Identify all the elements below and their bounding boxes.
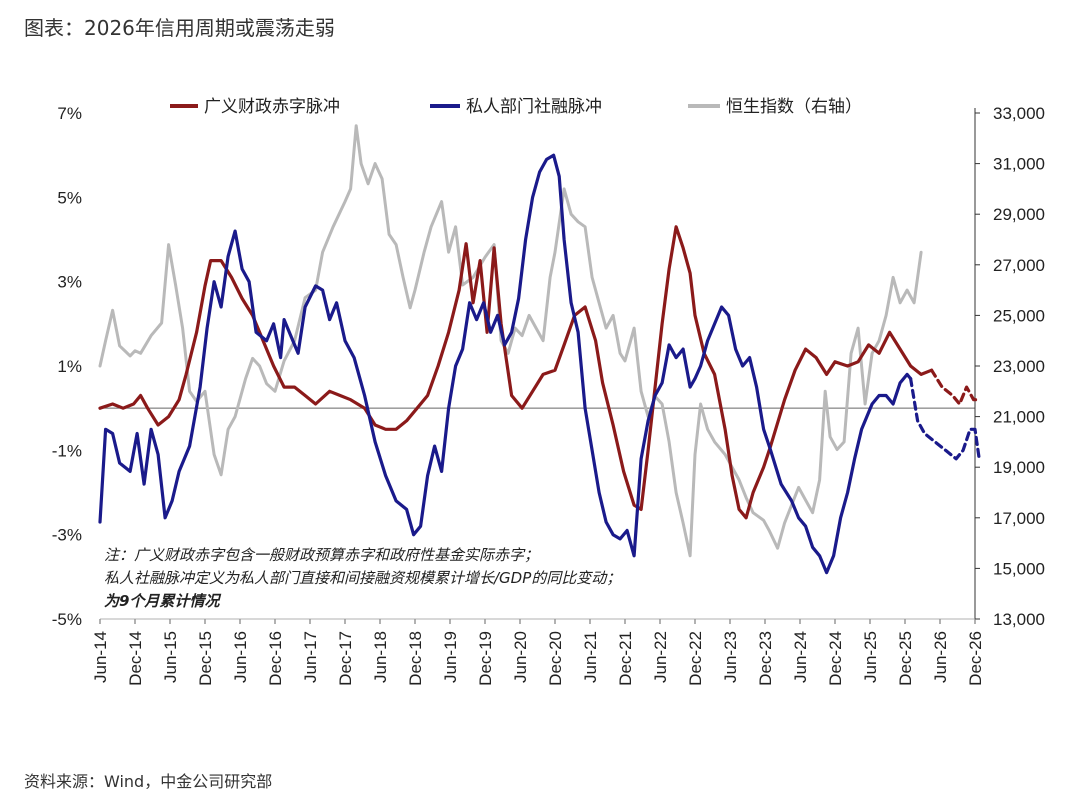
chart-note-line: 为9个月累计情况 bbox=[104, 592, 221, 610]
x-axis-tick-label: Jun-23 bbox=[721, 631, 740, 683]
legend-label: 私人部门社融脉冲 bbox=[466, 97, 602, 117]
x-axis-tick-label: Jun-24 bbox=[791, 631, 810, 683]
x-axis-tick-label: Dec-21 bbox=[616, 631, 635, 686]
x-axis-tick-label: Dec-23 bbox=[756, 631, 775, 686]
right-axis-tick-label: 31,000 bbox=[993, 155, 1045, 174]
x-axis-tick-label: Jun-14 bbox=[91, 631, 110, 683]
chart-note-line: 私人社融脉冲定义为私人部门直接和间接融资规模累计增长/GDP的同比变动； bbox=[104, 569, 621, 587]
series-line bbox=[930, 368, 981, 406]
right-axis-tick-label: 27,000 bbox=[993, 256, 1045, 275]
x-axis-tick-label: Jun-17 bbox=[301, 631, 320, 683]
x-axis-tick-label: Dec-15 bbox=[196, 631, 215, 686]
x-axis-tick-label: Jun-25 bbox=[861, 631, 880, 683]
right-axis-tick-label: 17,000 bbox=[993, 509, 1045, 528]
legend: 广义财政赤字脉冲 私人部门社融脉冲 恒生指数（右轴） bbox=[170, 97, 862, 117]
right-axis-tick-label: 25,000 bbox=[993, 306, 1045, 325]
left-axis-tick-label: -1% bbox=[52, 441, 82, 460]
x-axis-tick-label: Jun-26 bbox=[931, 631, 950, 683]
x-axis-tick-label: Dec-20 bbox=[546, 631, 565, 686]
left-axis-ticks: 7% 5% 3% 1% -1% -3% -5% bbox=[52, 104, 82, 629]
right-axis-tick-label: 23,000 bbox=[993, 357, 1045, 376]
source-note: 资料来源：Wind，中金公司研究部 bbox=[24, 772, 273, 791]
x-axis-tick-label: Jun-19 bbox=[441, 631, 460, 683]
page-title: 图表：2026年信用周期或震荡走弱 bbox=[24, 16, 335, 40]
left-axis-tick-label: 7% bbox=[57, 104, 82, 123]
legend-label: 广义财政赤字脉冲 bbox=[204, 97, 340, 117]
x-axis-tick-label: Dec-22 bbox=[686, 631, 705, 686]
left-axis-tick-label: 3% bbox=[57, 273, 82, 292]
right-axis-ticks: 33,000 31,000 29,000 27,000 25,000 23,000 21,0… bbox=[975, 104, 1045, 629]
chart-note-line: 注：广义财政赤字包含一般财政预算赤字和政府性基金实际赤字； bbox=[104, 546, 539, 564]
series-line bbox=[98, 124, 923, 558]
x-axis-tick-label: Jun-15 bbox=[161, 631, 180, 683]
series-line bbox=[909, 377, 981, 461]
right-axis-tick-label: 15,000 bbox=[993, 559, 1045, 578]
axes bbox=[100, 108, 976, 620]
right-axis-tick-label: 13,000 bbox=[993, 610, 1045, 629]
x-axis-tick-label: Dec-24 bbox=[826, 631, 845, 686]
left-axis-tick-label: -5% bbox=[52, 610, 82, 629]
series-line bbox=[98, 225, 934, 520]
x-axis-tick-label: Jun-16 bbox=[231, 631, 250, 683]
x-axis-ticks: Jun-14 Dec-14 Jun-15 Dec-15 Jun-16 Dec-16 Jun-… bbox=[91, 619, 985, 686]
right-axis-tick-label: 19,000 bbox=[993, 458, 1045, 477]
x-axis-tick-label: Dec-16 bbox=[266, 631, 285, 686]
x-axis-tick-label: Dec-17 bbox=[336, 631, 355, 686]
x-axis-tick-label: Jun-20 bbox=[511, 631, 530, 683]
right-axis-tick-label: 21,000 bbox=[993, 408, 1045, 427]
x-axis-tick-label: Dec-25 bbox=[896, 631, 915, 686]
series-lines bbox=[98, 124, 981, 575]
right-axis-tick-label: 29,000 bbox=[993, 205, 1045, 224]
x-axis-tick-label: Dec-14 bbox=[126, 631, 145, 686]
right-axis-tick-label: 33,000 bbox=[993, 104, 1045, 123]
left-axis-tick-label: 1% bbox=[57, 357, 82, 376]
x-axis-tick-label: Dec-18 bbox=[406, 631, 425, 686]
x-axis-tick-label: Jun-22 bbox=[651, 631, 670, 683]
left-axis-tick-label: -3% bbox=[52, 526, 82, 545]
left-axis-tick-label: 5% bbox=[57, 188, 82, 207]
x-axis-tick-label: Dec-19 bbox=[476, 631, 495, 686]
series-line bbox=[98, 153, 913, 575]
chart: 7% 5% 3% 1% -1% -3% -5% 33,000 31,000 29,000 27,0… bbox=[52, 97, 1045, 686]
legend-label: 恒生指数（右轴） bbox=[726, 97, 862, 117]
x-axis-tick-label: Dec-26 bbox=[966, 631, 985, 686]
x-axis-tick-label: Jun-21 bbox=[581, 631, 600, 683]
x-axis-tick-label: Jun-18 bbox=[371, 631, 390, 683]
chart-notes: 注：广义财政赤字包含一般财政预算赤字和政府性基金实际赤字； 私人社融脉冲定义为私人… bbox=[104, 546, 621, 610]
